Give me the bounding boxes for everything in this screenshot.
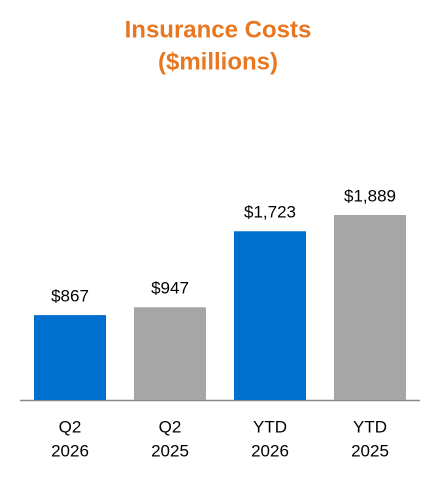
x-tick-label: 2026 <box>251 441 289 460</box>
x-tick-label: YTD <box>253 417 287 436</box>
value-label: $867 <box>51 287 89 306</box>
value-label: $1,889 <box>344 186 396 205</box>
bar <box>134 307 206 400</box>
x-tick-label: 2026 <box>51 441 89 460</box>
x-tick-label: Q2 <box>159 417 182 436</box>
x-tick-label: Q2 <box>59 417 82 436</box>
chart-subtitle: ($millions) <box>158 48 278 75</box>
value-label: $947 <box>151 279 189 298</box>
value-label: $1,723 <box>244 203 296 222</box>
x-tick-label: YTD <box>353 417 387 436</box>
bar <box>234 231 306 400</box>
x-tick-label: 2025 <box>351 441 389 460</box>
bar <box>34 315 106 400</box>
chart-title: Insurance Costs <box>125 16 312 43</box>
bar <box>334 215 406 400</box>
x-tick-label: 2025 <box>151 441 189 460</box>
